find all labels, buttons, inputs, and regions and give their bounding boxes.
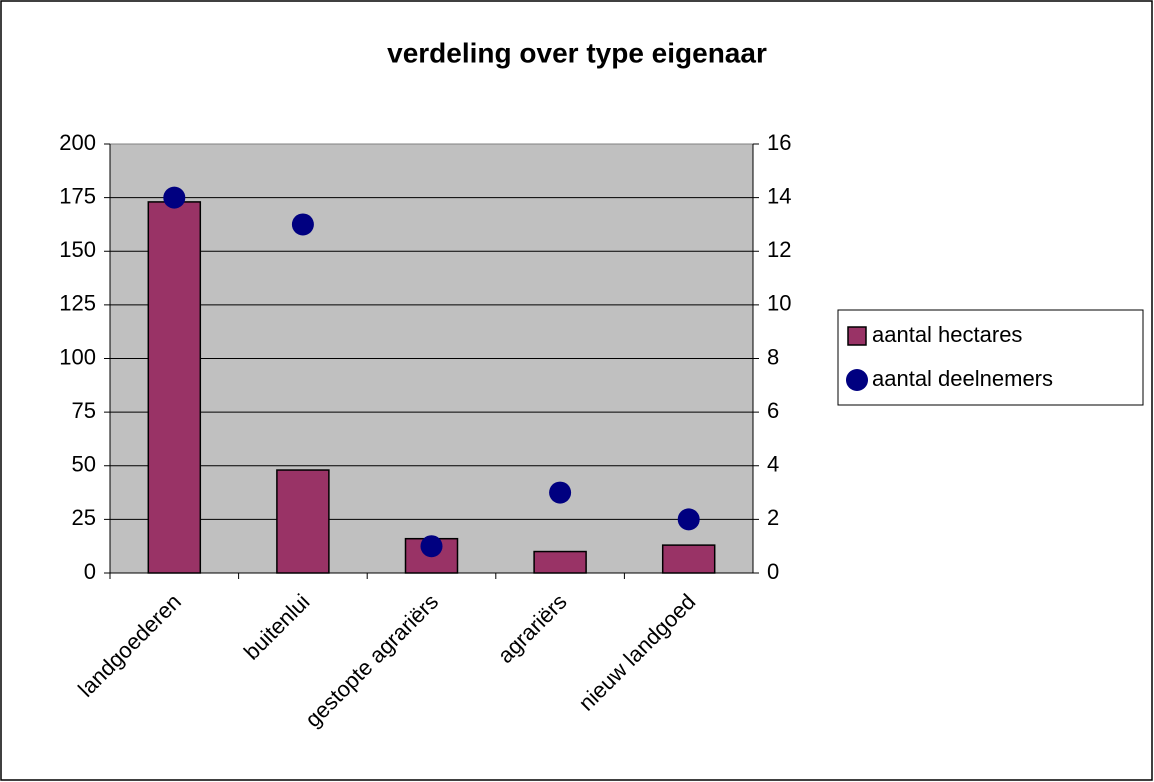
y2-tick-label: 10 (767, 291, 791, 316)
marker (549, 481, 572, 504)
marker (677, 508, 700, 531)
y2-tick-label: 16 (767, 130, 791, 155)
bar (276, 469, 330, 574)
y-tick-label: 150 (59, 237, 96, 262)
bar (661, 544, 716, 574)
bar (533, 550, 587, 574)
bar (147, 201, 202, 574)
y-tick-label: 0 (84, 559, 96, 584)
legend-swatch (847, 326, 867, 346)
legend-label: aantal hectares (872, 322, 1022, 347)
y2-tick-label: 14 (767, 183, 791, 208)
marker (163, 186, 186, 209)
y2-tick-label: 0 (767, 559, 779, 584)
y-tick-label: 50 (72, 452, 96, 477)
y-tick-label: 200 (59, 130, 96, 155)
chart-title: verdeling over type eigenaar (387, 37, 767, 68)
y-tick-label: 25 (72, 505, 96, 530)
y2-tick-label: 4 (767, 452, 779, 477)
legend-box (837, 309, 1144, 406)
marker (291, 213, 314, 236)
y-tick-label: 75 (72, 398, 96, 423)
legend-label: aantal deelnemers (872, 366, 1053, 391)
y2-tick-label: 8 (767, 344, 779, 369)
y-tick-label: 125 (59, 291, 96, 316)
y2-tick-label: 12 (767, 237, 791, 262)
y-tick-label: 100 (59, 344, 96, 369)
legend-swatch (846, 369, 868, 391)
y-tick-label: 175 (59, 183, 96, 208)
marker (420, 535, 443, 558)
y2-tick-label: 2 (767, 505, 779, 530)
y2-tick-label: 6 (767, 398, 779, 423)
